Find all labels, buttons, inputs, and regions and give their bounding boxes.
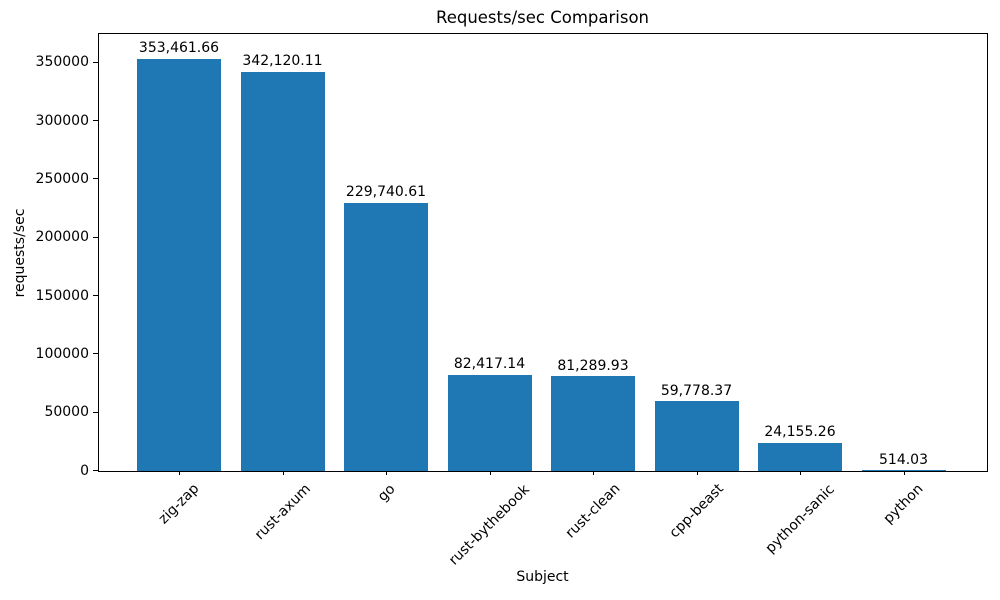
bar bbox=[240, 71, 325, 471]
bar-value-label: 514.03 bbox=[879, 451, 928, 468]
bar bbox=[551, 376, 635, 471]
x-axis-tick bbox=[696, 471, 698, 475]
x-tick-label: rust-clean bbox=[562, 480, 624, 542]
y-tick-label: 0 bbox=[80, 462, 89, 479]
x-tick-label: python-sanic bbox=[762, 480, 838, 557]
x-tick-label: zig-zap bbox=[155, 481, 203, 528]
x-axis-tick bbox=[800, 471, 801, 475]
y-axis-tick bbox=[93, 470, 98, 471]
y-axis-label: requests/sec bbox=[12, 208, 28, 298]
y-axis-tick bbox=[93, 178, 98, 180]
bar bbox=[654, 401, 739, 471]
bar-value-label: 81,289.93 bbox=[557, 357, 629, 374]
y-axis-tick bbox=[93, 61, 98, 63]
chart-title: Requests/sec Comparison bbox=[435, 8, 650, 27]
y-tick-label: 50000 bbox=[44, 404, 89, 421]
x-axis-tick bbox=[386, 471, 387, 475]
bar-value-label: 353,461.66 bbox=[138, 40, 220, 57]
y-tick-label: 350000 bbox=[35, 54, 89, 71]
x-axis-tick bbox=[593, 471, 594, 475]
bar-value-label: 59,778.37 bbox=[660, 382, 733, 399]
bar bbox=[447, 374, 532, 471]
bar-value-label: 24,155.26 bbox=[764, 424, 836, 441]
bar-value-label: 229,740.61 bbox=[345, 184, 427, 201]
y-axis-tick bbox=[93, 353, 98, 355]
x-axis-tick bbox=[282, 471, 284, 475]
x-axis-tick bbox=[903, 471, 905, 475]
y-axis-tick bbox=[93, 120, 98, 121]
x-tick-label: go bbox=[374, 480, 399, 505]
x-tick-label: python bbox=[880, 481, 927, 527]
bar bbox=[344, 202, 428, 471]
x-axis-label: Subject bbox=[516, 569, 569, 585]
y-tick-label: 100000 bbox=[35, 345, 89, 362]
bar-value-label: 82,417.14 bbox=[453, 356, 526, 373]
y-tick-label: 150000 bbox=[35, 287, 89, 304]
y-tick-label: 200000 bbox=[35, 229, 89, 246]
y-axis-tick bbox=[93, 411, 98, 413]
bar-value-label: 342,120.11 bbox=[242, 53, 323, 70]
plot-area bbox=[98, 33, 988, 472]
y-axis-tick bbox=[93, 236, 98, 238]
y-axis-tick bbox=[93, 295, 98, 296]
x-axis-tick bbox=[179, 471, 180, 475]
bar bbox=[137, 58, 221, 471]
bar bbox=[861, 469, 946, 471]
bar bbox=[758, 442, 842, 471]
x-tick-label: cpp-beast bbox=[666, 480, 727, 542]
x-tick-label: rust-bythebook bbox=[445, 481, 533, 568]
y-tick-label: 250000 bbox=[35, 170, 89, 187]
x-axis-tick bbox=[489, 471, 491, 475]
x-tick-label: rust-axum bbox=[251, 481, 314, 544]
y-tick-label: 300000 bbox=[35, 112, 89, 129]
